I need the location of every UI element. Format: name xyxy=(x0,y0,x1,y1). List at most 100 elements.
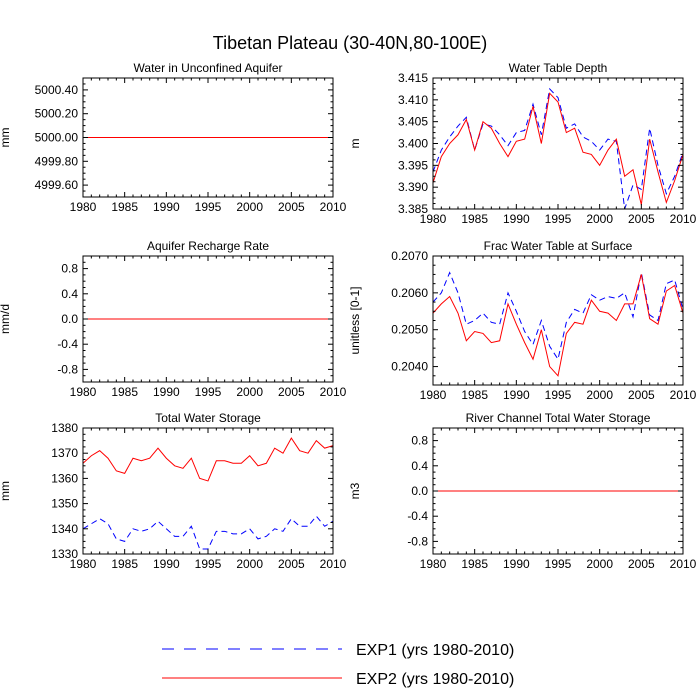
y-tick-label: 0.0 xyxy=(61,312,78,326)
chart-panel-5: Total Water Storage mm 1980 1985 1990 1995 200… xyxy=(0,411,347,571)
x-tick-label: 1990 xyxy=(153,200,180,214)
x-tick-label: 2000 xyxy=(586,557,613,571)
panel-title: Water in Unconfined Aquifer xyxy=(134,61,283,75)
y-tick-label: 1350 xyxy=(51,497,78,511)
x-tick-label: 2010 xyxy=(320,557,347,571)
x-tick-label: 1995 xyxy=(195,385,222,399)
plot-frame xyxy=(82,427,334,555)
series-line-exp2 xyxy=(432,274,684,377)
y-tick-label: 0.4 xyxy=(411,459,428,473)
y-tick-label: -0.8 xyxy=(407,534,428,548)
y-tick-label: 0.2050 xyxy=(391,323,428,337)
x-tick-label: 2005 xyxy=(628,212,655,226)
x-tick-label: 1980 xyxy=(420,388,447,402)
x-tick-label: 1990 xyxy=(503,388,530,402)
panel-title: Frac Water Table at Surface xyxy=(484,239,633,253)
y-axis-label: mm xyxy=(0,128,12,148)
x-tick-label: 2005 xyxy=(278,200,305,214)
panel-title: River Channel Total Water Storage xyxy=(466,411,651,425)
x-tick-label: 2010 xyxy=(670,557,697,571)
y-tick-label: 5000.40 xyxy=(35,83,79,97)
series-line-exp2 xyxy=(82,437,334,482)
y-tick-label: 4999.80 xyxy=(35,154,79,168)
y-tick-label: 0.2040 xyxy=(391,360,428,374)
y-tick-label: 1340 xyxy=(51,522,78,536)
y-tick-label: 5000.20 xyxy=(35,107,79,121)
series-line-exp1 xyxy=(432,271,684,361)
x-tick-label: 1985 xyxy=(461,212,488,226)
y-tick-label: 1370 xyxy=(51,446,78,460)
chart-panel-1: Water in Unconfined Aquifer mm 1980 1985 199… xyxy=(0,61,347,214)
y-tick-label: 5000.00 xyxy=(35,131,79,145)
x-tick-label: 1995 xyxy=(545,557,572,571)
y-axis-label: unitless [0-1] xyxy=(348,286,362,354)
y-tick-label: -0.4 xyxy=(407,509,428,523)
x-tick-label: 1995 xyxy=(195,557,222,571)
x-tick-label: 1990 xyxy=(503,212,530,226)
y-tick-label: -0.4 xyxy=(57,337,78,351)
chart-panel-2: Water Table Depth m 1980 1985 1990 1995 2000 20… xyxy=(348,61,697,226)
y-tick-label: -0.8 xyxy=(57,362,78,376)
y-tick-label: 0.2070 xyxy=(391,249,428,263)
x-tick-label: 1980 xyxy=(420,212,447,226)
x-tick-label: 1990 xyxy=(153,557,180,571)
y-tick-label: 3.385 xyxy=(398,202,428,216)
x-tick-label: 1985 xyxy=(111,557,138,571)
x-tick-label: 1985 xyxy=(461,388,488,402)
chart-panel-4: Frac Water Table at Surface unitless [0-1… xyxy=(348,239,697,402)
chart-panel-3: Aquifer Recharge Rate mm/d 1980 1985 1990 199… xyxy=(0,239,347,399)
x-tick-label: 1995 xyxy=(545,388,572,402)
legend-label-1: EXP1 (yrs 1980-2010) xyxy=(356,642,514,659)
y-axis-label: m3 xyxy=(348,482,362,499)
series-line-exp2 xyxy=(432,92,684,205)
x-tick-label: 1990 xyxy=(153,385,180,399)
x-tick-label: 1980 xyxy=(70,557,97,571)
y-tick-label: 0.2060 xyxy=(391,286,428,300)
x-tick-label: 2005 xyxy=(628,388,655,402)
y-tick-label: 3.415 xyxy=(398,71,428,85)
x-tick-label: 2000 xyxy=(586,388,613,402)
x-tick-label: 1980 xyxy=(70,200,97,214)
x-tick-label: 2010 xyxy=(320,385,347,399)
x-tick-label: 2000 xyxy=(236,557,263,571)
x-tick-label: 2010 xyxy=(670,212,697,226)
y-tick-label: 3.395 xyxy=(398,158,428,172)
panel-title: Aquifer Recharge Rate xyxy=(147,239,269,253)
x-tick-label: 2000 xyxy=(236,200,263,214)
x-tick-label: 2005 xyxy=(628,557,655,571)
figure-title: Tibetan Plateau (30-40N,80-100E) xyxy=(213,33,488,53)
x-tick-label: 1990 xyxy=(503,557,530,571)
panel-title: Total Water Storage xyxy=(155,411,261,425)
x-tick-label: 1985 xyxy=(461,557,488,571)
y-tick-label: 1360 xyxy=(51,471,78,485)
series-line-exp1 xyxy=(432,87,684,210)
x-tick-label: 1995 xyxy=(195,200,222,214)
x-tick-label: 2005 xyxy=(278,557,305,571)
x-tick-label: 1980 xyxy=(70,385,97,399)
y-axis-label: mm xyxy=(0,481,12,501)
y-tick-label: 0.8 xyxy=(411,434,428,448)
chart-panel-6: River Channel Total Water Storage m3 1980 1… xyxy=(348,411,697,571)
x-tick-label: 1985 xyxy=(111,200,138,214)
y-tick-label: 4999.60 xyxy=(35,178,79,192)
y-tick-label: 0.8 xyxy=(61,262,78,276)
y-tick-label: 3.400 xyxy=(398,137,428,151)
y-tick-label: 1330 xyxy=(51,547,78,561)
legend-label-2: EXP2 (yrs 1980-2010) xyxy=(356,671,514,688)
legend: EXP1 (yrs 1980-2010) EXP2 (yrs 1980-2010) xyxy=(162,642,514,688)
y-axis-label: mm/d xyxy=(0,304,12,334)
x-tick-label: 1980 xyxy=(420,557,447,571)
x-tick-label: 2010 xyxy=(670,388,697,402)
y-tick-label: 0.0 xyxy=(411,484,428,498)
y-tick-label: 3.410 xyxy=(398,93,428,107)
y-axis-label: m xyxy=(348,139,362,149)
x-tick-label: 1995 xyxy=(545,212,572,226)
x-tick-label: 2000 xyxy=(236,385,263,399)
x-tick-label: 2005 xyxy=(278,385,305,399)
y-tick-label: 0.4 xyxy=(61,287,78,301)
y-tick-label: 3.390 xyxy=(398,180,428,194)
series-line-exp1 xyxy=(82,515,334,550)
y-tick-label: 3.405 xyxy=(398,115,428,129)
x-tick-label: 2010 xyxy=(320,200,347,214)
